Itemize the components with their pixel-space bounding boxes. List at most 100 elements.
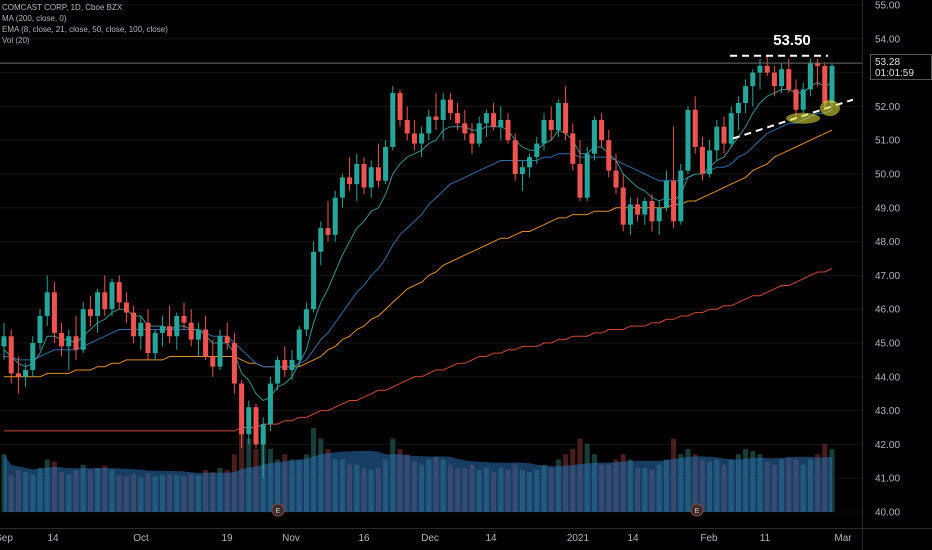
- candle-body: [383, 146, 389, 181]
- earnings-marker-letter: E: [276, 508, 281, 515]
- candle-body: [764, 65, 770, 73]
- last-price-tag: 53.28 01:01:59: [870, 54, 932, 80]
- candle-body: [354, 163, 360, 185]
- price-tick-label: 42.00: [875, 440, 900, 451]
- candle-body: [59, 332, 65, 347]
- candle-body: [627, 204, 633, 225]
- chart-legend: COMCAST CORP, 1D, Cboe BZX MA (200, clos…: [2, 2, 168, 46]
- earnings-marker: E: [690, 503, 704, 517]
- candle-body: [793, 89, 799, 110]
- volume-average-area: [4, 451, 832, 512]
- candle-body: [707, 150, 713, 174]
- candle-body: [692, 109, 698, 147]
- candle-body: [390, 92, 396, 147]
- symbol-label[interactable]: COMCAST CORP, 1D, Cboe BZX: [2, 3, 123, 12]
- candle-body: [296, 329, 302, 360]
- candle-body: [807, 62, 813, 90]
- candle-body: [1, 336, 7, 347]
- candle-body: [73, 336, 79, 350]
- candle-body: [131, 312, 137, 337]
- candle-body: [800, 89, 806, 110]
- candlesticks: [1, 55, 835, 479]
- candle-body: [779, 69, 785, 87]
- candle-body: [174, 315, 180, 337]
- price-tick-label: 48.00: [875, 237, 900, 248]
- time-tick-label: 14: [485, 533, 497, 544]
- price-tick-label: 49.00: [875, 203, 900, 214]
- candle-body: [80, 309, 86, 350]
- candle-body: [397, 92, 403, 120]
- candle-body: [599, 119, 605, 141]
- candle-body: [51, 292, 57, 333]
- candle-body: [671, 180, 677, 222]
- candle-body: [685, 109, 691, 171]
- time-tick-label: 14: [627, 533, 639, 544]
- candle-body: [591, 119, 597, 154]
- candle-body: [375, 167, 381, 181]
- candle-body: [303, 309, 309, 330]
- candle-body: [757, 65, 763, 73]
- price-axis: 55.0054.0053.0052.0051.0050.0049.0048.00…: [862, 0, 900, 550]
- time-tick-label: Feb: [700, 533, 718, 544]
- candle-body: [815, 62, 821, 66]
- candle-body: [102, 292, 108, 310]
- candle-body: [570, 133, 576, 164]
- time-tick-label: Oct: [133, 533, 149, 544]
- earnings-marker-circle: [690, 503, 704, 517]
- candle-body: [462, 123, 468, 134]
- candle-body: [95, 292, 101, 316]
- moving-average-lines: [3, 82, 833, 432]
- candle-body: [289, 359, 295, 371]
- candle-body: [217, 336, 223, 367]
- price-tick-label: 43.00: [875, 406, 900, 417]
- candle-body: [44, 292, 50, 316]
- candle-body: [635, 204, 641, 215]
- earnings-marker-letter: E: [695, 508, 700, 515]
- chart-grid: [0, 4, 862, 513]
- time-tick-label: 11: [760, 533, 771, 544]
- candle-body: [37, 315, 43, 343]
- candle-body: [829, 65, 835, 104]
- resistance-label: 53.50: [773, 32, 811, 49]
- candle-body: [8, 336, 14, 374]
- price-tick-label: 51.00: [875, 136, 900, 147]
- candle-body: [325, 228, 331, 235]
- candle-body: [433, 116, 439, 120]
- candle-body: [339, 177, 345, 198]
- price-tick-label: 52.00: [875, 102, 900, 113]
- candle-body: [239, 383, 245, 435]
- candle-body: [66, 336, 72, 347]
- ema-indicator-label[interactable]: EMA (8, close, 21, close, 50, close, 100…: [2, 25, 168, 34]
- time-tick-label: Nov: [282, 533, 300, 544]
- candle-body: [476, 123, 482, 144]
- candle-body: [159, 326, 165, 333]
- highlight-ellipse: [820, 100, 840, 117]
- candle-body: [30, 343, 36, 371]
- candle-body: [145, 322, 151, 354]
- candle-body: [584, 153, 590, 198]
- candle-body: [656, 207, 662, 222]
- candle-body: [642, 201, 648, 215]
- price-tick-label: 40.00: [875, 508, 900, 519]
- volume-indicator-label[interactable]: Vol (20): [2, 36, 30, 45]
- candle-body: [505, 119, 511, 141]
- price-tick-label: 46.00: [875, 305, 900, 316]
- time-tick-label: Sep: [0, 533, 13, 544]
- candle-body: [15, 373, 21, 377]
- price-tick-label: 54.00: [875, 34, 900, 45]
- candle-body: [253, 407, 259, 445]
- candle-body: [483, 113, 489, 124]
- ma-indicator-label[interactable]: MA (200, close, 0): [2, 14, 67, 23]
- ema8-line: [3, 82, 833, 402]
- candle-body: [728, 113, 734, 144]
- candle-body: [195, 329, 201, 340]
- candle-body: [714, 126, 720, 151]
- candle-body: [469, 133, 475, 144]
- candle-body: [771, 72, 777, 87]
- candle-body: [260, 424, 266, 445]
- candle-body: [548, 119, 554, 131]
- highlight-ellipse: [786, 112, 820, 124]
- candle-body: [224, 336, 230, 343]
